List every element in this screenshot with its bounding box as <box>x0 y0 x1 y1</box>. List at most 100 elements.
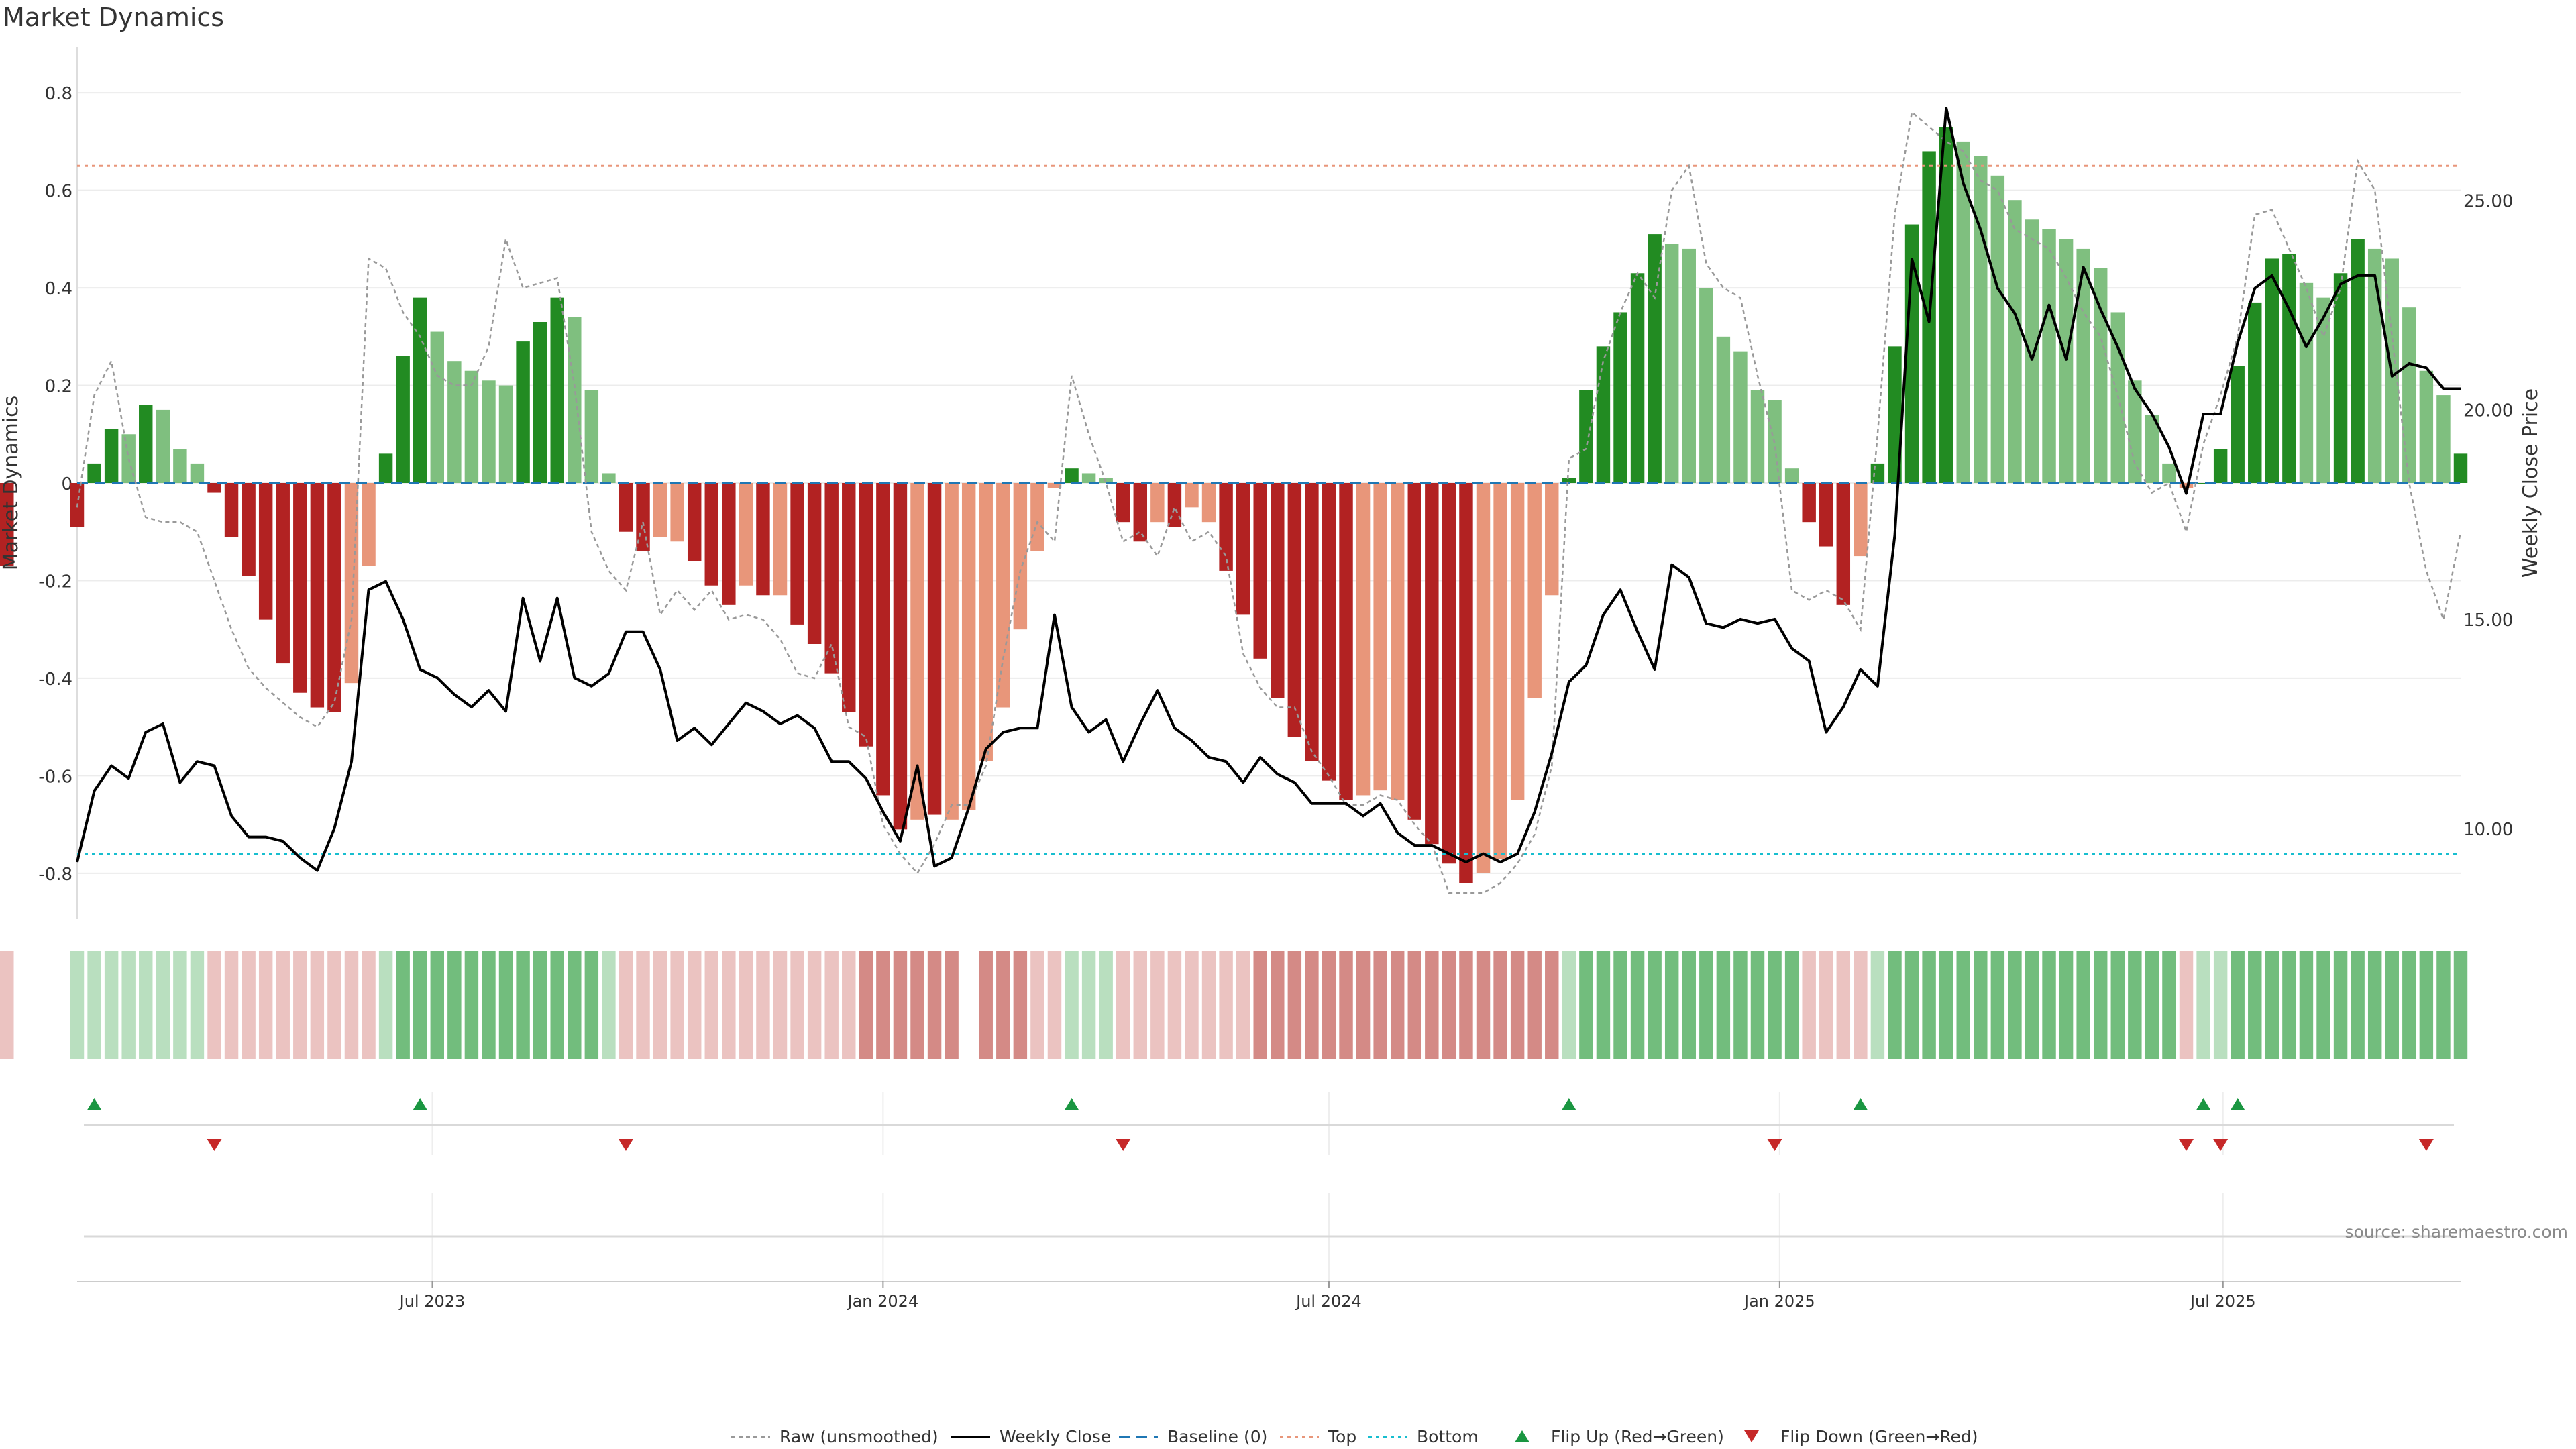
regime-cell <box>1888 951 1902 1059</box>
regime-cell <box>1922 951 1936 1059</box>
dynamics-bar <box>893 483 908 830</box>
regime-cell <box>602 951 616 1059</box>
regime-cell <box>173 951 187 1059</box>
y-tick-label: 0 <box>61 474 72 494</box>
dynamics-bar <box>1870 463 1885 483</box>
regime-cell <box>464 951 479 1059</box>
regime-cell <box>1510 951 1525 1059</box>
regime-cell <box>1493 951 1507 1059</box>
regime-cell <box>945 951 959 1059</box>
regime-cell <box>1562 951 1576 1059</box>
dynamics-bar <box>1888 346 1902 483</box>
dynamics-bar <box>1425 483 1439 845</box>
flip-down-marker <box>2179 1139 2194 1151</box>
regime-cell <box>1716 951 1731 1059</box>
dynamics-bar <box>1356 483 1371 796</box>
regime-cell <box>1442 951 1456 1059</box>
dynamics-bar <box>1613 312 1627 483</box>
regime-cell <box>2436 951 2451 1059</box>
flip-up-marker <box>87 1098 102 1110</box>
dynamics-bar <box>2316 297 2330 483</box>
dynamics-bar <box>1750 390 1765 483</box>
regime-cell <box>2265 951 2279 1059</box>
x-tick-label: Jul 2025 <box>2189 1292 2256 1311</box>
dynamics-bar <box>327 483 341 712</box>
regime-cell <box>2076 951 2090 1059</box>
dynamics-bar <box>362 483 376 566</box>
regime-cell <box>1579 951 1593 1059</box>
regime-cell <box>842 951 856 1059</box>
dynamics-bar <box>859 483 873 747</box>
regime-cell <box>70 951 85 1059</box>
regime-cell <box>739 951 753 1059</box>
regime-cell <box>773 951 788 1059</box>
y-axis-label-right: Weekly Close Price <box>2519 388 2542 578</box>
regime-cell <box>2110 951 2125 1059</box>
regime-cell <box>1390 951 1405 1059</box>
dynamics-bar <box>224 483 239 537</box>
regime-cell <box>893 951 908 1059</box>
dynamics-bar <box>773 483 788 596</box>
regime-cell <box>2179 951 2194 1059</box>
regime-cell <box>2316 951 2330 1059</box>
axes: -0.8 -0.6 -0.4 -0.2 0 0.2 0.4 0.6 0.8 10.00 15.00 2… <box>38 47 2513 919</box>
regime-cell <box>1167 951 1182 1059</box>
regime-cell <box>1047 951 1062 1059</box>
dynamics-bar <box>2213 449 2228 483</box>
regime-cell <box>1150 951 1165 1059</box>
dynamics-bar <box>1116 483 1130 523</box>
dynamics-bar <box>1339 483 1353 800</box>
regime-cell <box>704 951 718 1059</box>
regime-cell <box>1819 951 1833 1059</box>
regime-cell <box>2402 951 2416 1059</box>
dynamics-bar <box>464 370 479 483</box>
regime-cell <box>653 951 667 1059</box>
regime-cell <box>207 951 221 1059</box>
dynamics-bar <box>1201 483 1216 523</box>
y-tick-label: 0.4 <box>45 279 72 299</box>
dynamics-bar <box>2179 483 2194 488</box>
dynamics-bar <box>1047 483 1062 488</box>
series-lines <box>76 107 2462 894</box>
x-tick-label: Jul 2024 <box>1295 1292 1362 1311</box>
regime-cell <box>1545 951 1559 1059</box>
dynamics-bar <box>1716 336 1731 483</box>
dynamics-bar <box>2248 302 2262 483</box>
regime-cell <box>1219 951 1233 1059</box>
x-tick-label: Jan 2025 <box>1743 1292 1815 1311</box>
regime-cell <box>1116 951 1130 1059</box>
dynamics-bar <box>790 483 804 625</box>
regime-cell <box>2008 951 2022 1059</box>
dynamics-bar <box>2367 248 2382 483</box>
regime-cell <box>2333 951 2348 1059</box>
dynamics-bar <box>739 483 753 586</box>
regime-cell <box>1081 951 1096 1059</box>
dynamics-bar <box>516 341 530 483</box>
flip-up-marker <box>413 1098 428 1110</box>
y-right-tick-label: 10.00 <box>2463 820 2513 840</box>
regime-cell <box>378 951 393 1059</box>
regime-cell <box>104 951 119 1059</box>
dynamics-bar <box>876 483 890 796</box>
regime-cell <box>2145 951 2159 1059</box>
regime-cell <box>910 951 924 1059</box>
regime-cell <box>1682 951 1696 1059</box>
dynamics-bar <box>2025 219 2039 483</box>
dynamics-bar <box>1287 483 1302 737</box>
legend-label: Top <box>1328 1427 1356 1446</box>
regime-cell <box>1648 951 1662 1059</box>
dynamics-bar <box>2196 483 2210 484</box>
dynamics-bar <box>1065 468 1079 483</box>
flip-up-marker <box>1064 1098 1079 1110</box>
regime-cell <box>2299 951 2314 1059</box>
dynamics-bar <box>2333 273 2348 483</box>
regime-cell <box>1527 951 1542 1059</box>
dynamics-bar <box>824 483 839 674</box>
flip-up-marker <box>2196 1098 2211 1110</box>
dynamics-bar <box>1904 224 1919 483</box>
y-right-tick-label: 15.00 <box>2463 610 2513 631</box>
regime-cell <box>1407 951 1421 1059</box>
regime-cell <box>1236 951 1250 1059</box>
regime-cell <box>1956 951 1970 1059</box>
regime-cell <box>310 951 325 1059</box>
